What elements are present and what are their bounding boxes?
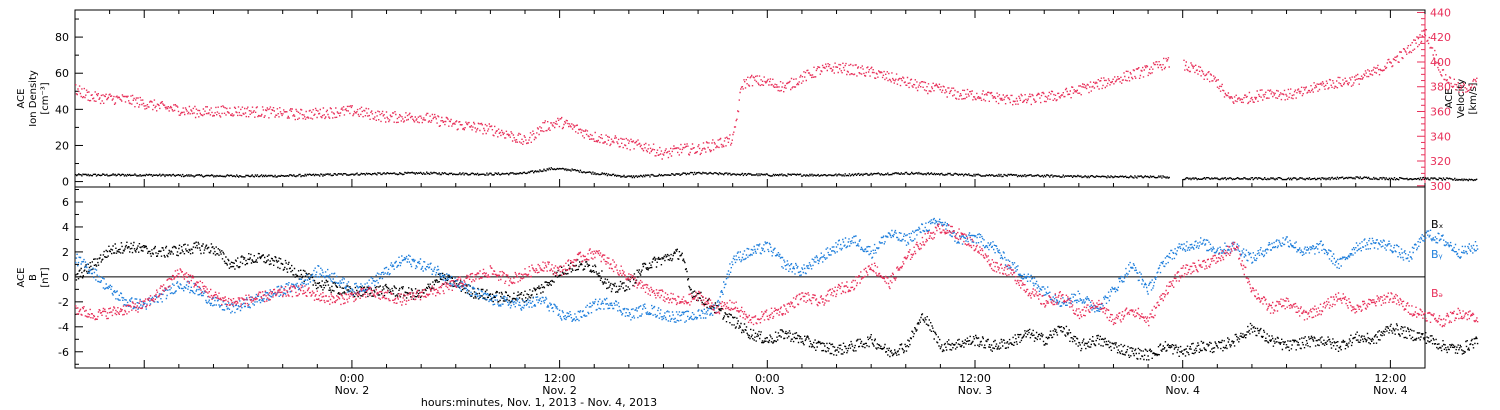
legend-label-bᵧ: Bᵧ — [1431, 248, 1443, 261]
x-tick-date: Nov. 2 — [335, 384, 370, 397]
y2-tick-label: 420 — [1430, 31, 1451, 44]
y-tick-label: -4 — [58, 321, 69, 334]
x-tick-label: 12:00 — [544, 372, 576, 385]
y2-tick-label: 360 — [1430, 105, 1451, 118]
y-tick-label: 80 — [55, 31, 69, 44]
y2-tick-label: 380 — [1430, 81, 1451, 94]
x-tick-date: Nov. 3 — [750, 384, 785, 397]
y-tick-label: 20 — [55, 139, 69, 152]
legend-label-bₓ: Bₓ — [1431, 218, 1444, 231]
x-tick-date: Nov. 2 — [542, 384, 577, 397]
y-tick-label: 40 — [55, 103, 69, 116]
y2-axis-title-line: ACE — [1444, 89, 1455, 109]
series-ce8305a — [75, 29, 1478, 160]
y-axis-title-line: Ion Density — [28, 70, 39, 127]
series-Bz — [75, 223, 1479, 328]
x-tick-label: 12:00 — [959, 372, 991, 385]
magnetic-field-panel: -6 -4 -2 0 2 4 6 ACEB[nT] Bₓ Bᵧ Bₔ — [16, 188, 1444, 365]
y2-axis-title-velocity: ACEVelocity[km/s] — [1444, 79, 1479, 118]
y-tick-label: 0 — [62, 271, 69, 284]
series-Bx — [75, 241, 1479, 361]
y-tick-label: 0 — [62, 176, 69, 189]
data-point-cloud — [75, 241, 1479, 361]
data-point-cloud — [75, 29, 1478, 160]
y-tick-label: 60 — [55, 67, 69, 80]
y-tick-label: -6 — [58, 346, 69, 359]
y-axis-title-density: ACEIon Density[cm⁻³] — [16, 70, 51, 127]
y-tick-label: 4 — [62, 221, 69, 234]
y-axis-title-field: ACEB[nT] — [16, 267, 51, 287]
series-c000000 — [75, 167, 1478, 182]
y-tick-label: 2 — [62, 246, 69, 259]
y-axis-title-line: [cm⁻³] — [40, 82, 51, 114]
y2-tick-label: 320 — [1430, 155, 1451, 168]
y2-axis-title-line: [km/s] — [1468, 82, 1479, 114]
y-axis-title-line: B — [28, 274, 39, 281]
y2-tick-label: 440 — [1430, 6, 1451, 19]
y-axis-title-line: ACE — [16, 268, 27, 288]
x-tick-label: 0:00 — [340, 372, 365, 385]
x-tick-date: Nov. 3 — [958, 384, 993, 397]
y2-tick-label: 400 — [1430, 56, 1451, 69]
y2-tick-label: 300 — [1430, 180, 1451, 193]
y-tick-label: 6 — [62, 196, 69, 209]
density-velocity-panel: 020406080300320340360380400420440ACEIon … — [16, 6, 1479, 192]
y-axis-title-line: [nT] — [40, 267, 51, 287]
y2-tick-label: 340 — [1430, 130, 1451, 143]
data-point-cloud — [75, 223, 1479, 328]
x-tick-date: Nov. 4 — [1373, 384, 1408, 397]
plot-frame — [74, 9, 1426, 369]
x-tick-label: 0:00 — [1170, 372, 1195, 385]
y-axis-title-line: ACE — [16, 89, 27, 109]
x-axis-title: hours:minutes, Nov. 1, 2013 - Nov. 4, 20… — [421, 396, 657, 409]
x-tick-label: 12:00 — [1375, 372, 1407, 385]
x-tick-label: 0:00 — [755, 372, 780, 385]
legend-label-bₔ: Bₔ — [1431, 287, 1443, 300]
y-tick-label: -2 — [58, 296, 69, 309]
data-point-cloud — [75, 167, 1478, 182]
y2-axis-title-line: Velocity — [1456, 79, 1467, 118]
x-tick-date: Nov. 4 — [1165, 384, 1200, 397]
